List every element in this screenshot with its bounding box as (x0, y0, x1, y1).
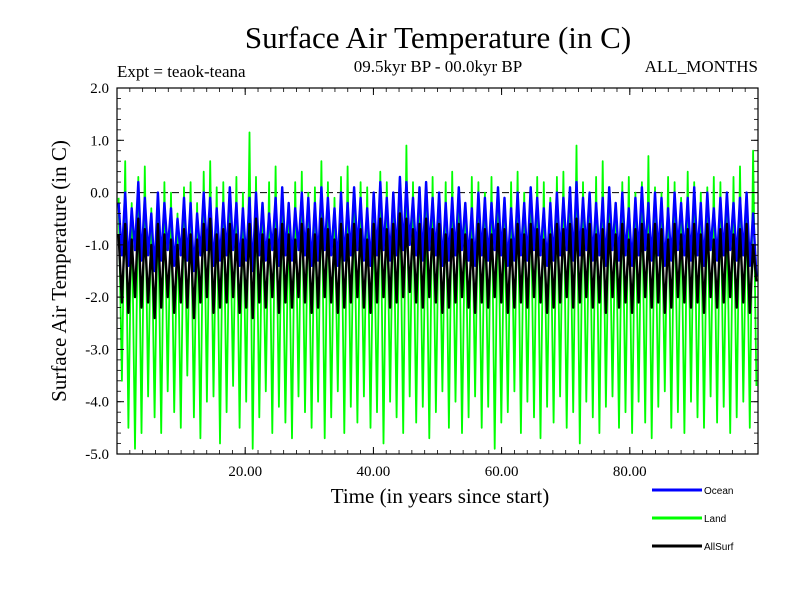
x-axis: 20.00 40.00 60.00 80.00 (129, 88, 746, 480)
y-axis-label: Surface Air Temperature (in C) (47, 140, 71, 402)
y-tick-label: 0.0 (90, 186, 109, 202)
legend-label-ocean: Ocean (704, 486, 733, 497)
legend-label-allsurf: AllSurf (704, 542, 734, 553)
period-label: 09.5kyr BP - 00.0kyr BP (354, 57, 522, 76)
x-axis-label: Time (in years since start) (331, 484, 550, 508)
x-tick-label: 20.00 (228, 464, 262, 480)
y-axis: 2.0 1.0 0.0 -1.0 -2.0 -3.0 -4.0 -5.0 (85, 81, 758, 463)
y-tick-label: -4.0 (85, 395, 109, 411)
legend: Ocean Land AllSurf (652, 486, 734, 553)
x-tick-label: 40.00 (357, 464, 391, 480)
months-label: ALL_MONTHS (645, 57, 758, 76)
y-tick-label: -1.0 (85, 238, 109, 254)
y-tick-label: 2.0 (90, 81, 109, 97)
y-tick-label: 1.0 (90, 133, 109, 149)
series-line-allsurf (117, 212, 758, 320)
plot-area (117, 131, 758, 450)
y-tick-label: -3.0 (85, 342, 109, 358)
legend-label-land: Land (704, 514, 726, 525)
y-tick-label: -2.0 (85, 290, 109, 306)
chart-title: Surface Air Temperature (in C) (245, 20, 631, 55)
y-tick-label: -5.0 (85, 447, 109, 463)
expt-label: Expt = teaok-teana (117, 62, 246, 81)
series-line-ocean (117, 175, 758, 277)
x-tick-label: 60.00 (485, 464, 519, 480)
x-tick-label: 80.00 (613, 464, 647, 480)
